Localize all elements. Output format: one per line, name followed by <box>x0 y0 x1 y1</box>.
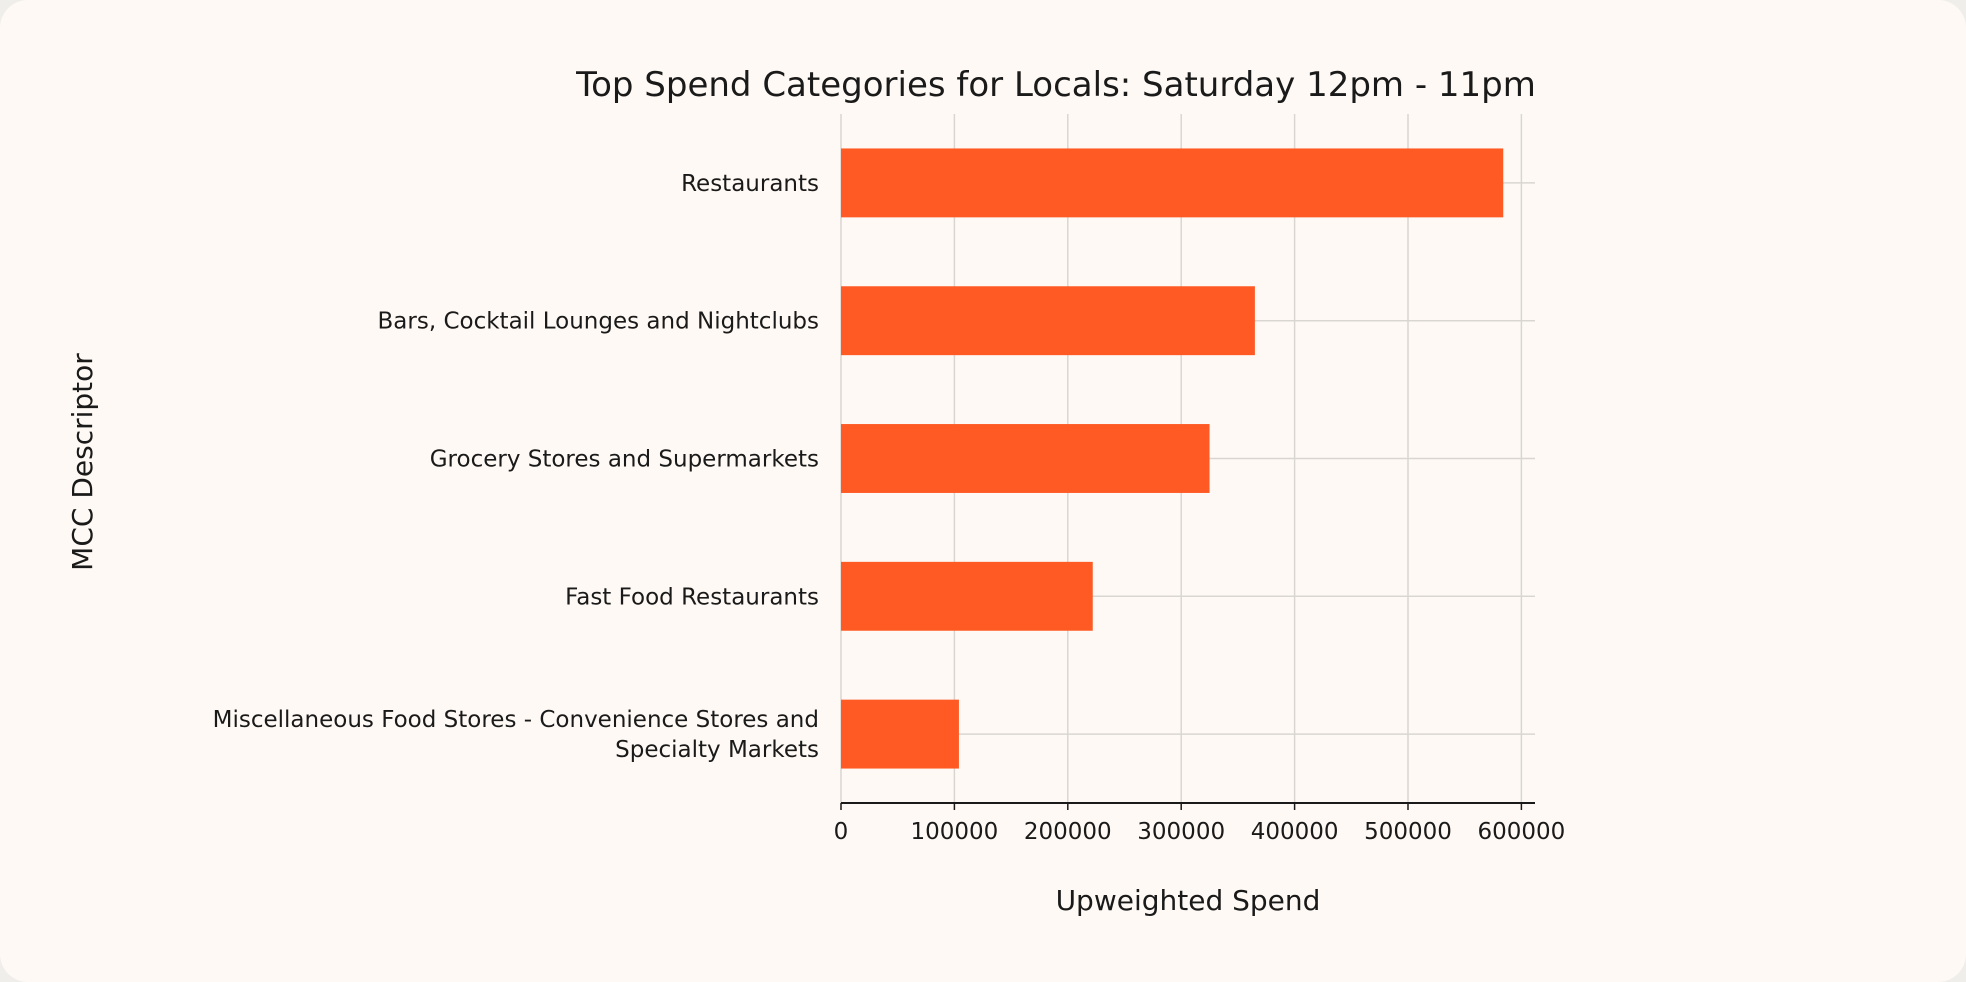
x-tick-label: 600000 <box>1477 819 1565 845</box>
y-axis-title: MCC Descriptor <box>66 353 99 571</box>
chart-title: Top Spend Categories for Locals: Saturda… <box>575 65 1536 105</box>
bar <box>841 699 959 769</box>
axes <box>840 802 1535 810</box>
category-label: Bars, Cocktail Lounges and Nightclubs <box>378 309 819 335</box>
category-label: Specialty Markets <box>615 737 819 763</box>
category-label: Restaurants <box>681 171 819 197</box>
labels: 0 100000 200000 300000 400000 500000 600000 Res… <box>213 171 1566 845</box>
bar <box>841 148 1504 218</box>
x-tick-label: 0 <box>834 819 849 845</box>
x-tick-label: 400000 <box>1251 819 1339 845</box>
bars <box>841 148 1504 769</box>
bar <box>841 286 1255 356</box>
category-label: Miscellaneous Food Stores - Convenience … <box>213 707 819 733</box>
bar <box>841 561 1093 631</box>
x-axis-title: Upweighted Spend <box>1056 884 1321 917</box>
category-label: Fast Food Restaurants <box>565 584 819 610</box>
bar <box>841 424 1210 493</box>
x-tick-label: 500000 <box>1364 819 1452 845</box>
x-tick-label: 200000 <box>1024 819 1112 845</box>
x-tick-label: 100000 <box>910 819 998 845</box>
category-label: Grocery Stores and Supermarkets <box>430 447 819 473</box>
x-tick-label: 300000 <box>1137 819 1225 845</box>
